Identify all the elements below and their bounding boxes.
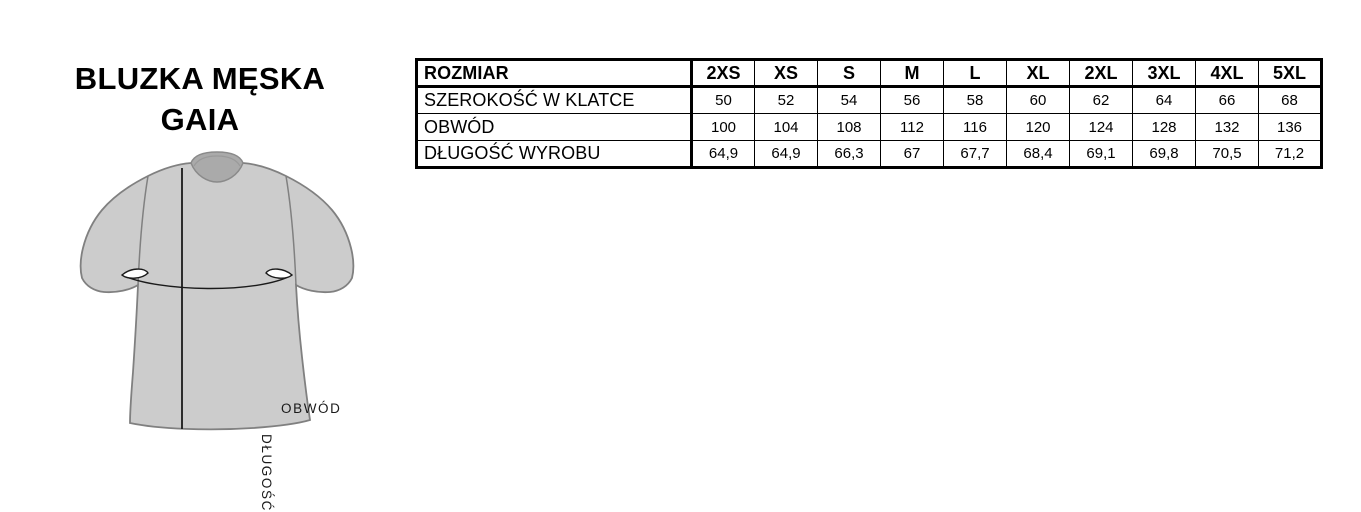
table-header-size-s: S (817, 59, 881, 88)
tshirt-diagram: OBWÓD DŁUGOŚĆ (78, 151, 358, 512)
cell-obwod-l: 116 (943, 113, 1007, 141)
table-header-size-m: M (880, 59, 944, 88)
cell-dlugosc-2xl: 69,1 (1069, 140, 1133, 168)
cell-obwod-xs: 104 (754, 113, 818, 141)
table-header-size-4xl: 4XL (1195, 59, 1259, 88)
product-illustration-panel: BLUZKA MĘSKA GAIA OBWÓD (0, 0, 400, 512)
cell-szerokosc-s: 54 (817, 86, 881, 114)
cell-szerokosc-m: 56 (880, 86, 944, 114)
dlugosc-measure-label: DŁUGOŚĆ (259, 434, 274, 512)
cell-obwod-5xl: 136 (1258, 113, 1322, 141)
cell-szerokosc-xs: 52 (754, 86, 818, 114)
table-header-rozmiar: ROZMIAR (416, 59, 693, 88)
cell-dlugosc-4xl: 70,5 (1195, 140, 1259, 168)
table-header-size-3xl: 3XL (1132, 59, 1196, 88)
cell-dlugosc-3xl: 69,8 (1132, 140, 1196, 168)
cell-obwod-s: 108 (817, 113, 881, 141)
page-title: BLUZKA MĘSKA GAIA (74, 61, 326, 138)
cell-szerokosc-3xl: 64 (1132, 86, 1196, 114)
cell-szerokosc-5xl: 68 (1258, 86, 1322, 114)
cell-dlugosc-xs: 64,9 (754, 140, 818, 168)
cell-obwod-4xl: 132 (1195, 113, 1259, 141)
cell-dlugosc-xl: 68,4 (1006, 140, 1070, 168)
cell-dlugosc-2xs: 64,9 (691, 140, 755, 168)
cell-obwod-m: 112 (880, 113, 944, 141)
cell-obwod-3xl: 128 (1132, 113, 1196, 141)
row-label-szerokosc-w-klatce: SZEROKOŚĆ W KLATCE (416, 86, 693, 114)
collar (190, 151, 244, 183)
row-label-obwod: OBWÓD (416, 113, 693, 141)
circumference-measure-line (120, 268, 294, 290)
table-row-dlugosc-wyrobu: DŁUGOŚĆ WYROBU 64,9 64,9 66,3 67 67,7 68… (416, 140, 1322, 168)
table-row-szerokosc-w-klatce: SZEROKOŚĆ W KLATCE 50 52 54 56 58 60 62 … (416, 86, 1322, 114)
size-chart-table-container: ROZMIAR 2XS XS S M L XL 2XL 3XL 4XL 5XL … (415, 58, 1323, 169)
table-header-size-2xs: 2XS (691, 59, 755, 88)
cell-szerokosc-2xs: 50 (691, 86, 755, 114)
cell-szerokosc-l: 58 (943, 86, 1007, 114)
cell-dlugosc-5xl: 71,2 (1258, 140, 1322, 168)
cell-obwod-xl: 120 (1006, 113, 1070, 141)
table-header-size-l: L (943, 59, 1007, 88)
table-header-size-xs: XS (754, 59, 818, 88)
cell-dlugosc-s: 66,3 (817, 140, 881, 168)
table-header-row: ROZMIAR 2XS XS S M L XL 2XL 3XL 4XL 5XL (416, 59, 1322, 88)
cell-szerokosc-xl: 60 (1006, 86, 1070, 114)
obwod-measure-label: OBWÓD (281, 401, 342, 416)
tshirt-body-shape (79, 162, 355, 431)
size-chart-table: ROZMIAR 2XS XS S M L XL 2XL 3XL 4XL 5XL … (415, 58, 1323, 169)
table-header-size-xl: XL (1006, 59, 1070, 88)
cell-obwod-2xl: 124 (1069, 113, 1133, 141)
cell-obwod-2xs: 100 (691, 113, 755, 141)
table-header-size-2xl: 2XL (1069, 59, 1133, 88)
cell-dlugosc-m: 67 (880, 140, 944, 168)
cell-szerokosc-4xl: 66 (1195, 86, 1259, 114)
right-sleeve-seam (285, 175, 297, 286)
table-header-size-5xl: 5XL (1258, 59, 1322, 88)
table-row-obwod: OBWÓD 100 104 108 112 116 120 124 128 13… (416, 113, 1322, 141)
cell-dlugosc-l: 67,7 (943, 140, 1007, 168)
cell-szerokosc-2xl: 62 (1069, 86, 1133, 114)
row-label-dlugosc-wyrobu: DŁUGOŚĆ WYROBU (416, 140, 693, 168)
